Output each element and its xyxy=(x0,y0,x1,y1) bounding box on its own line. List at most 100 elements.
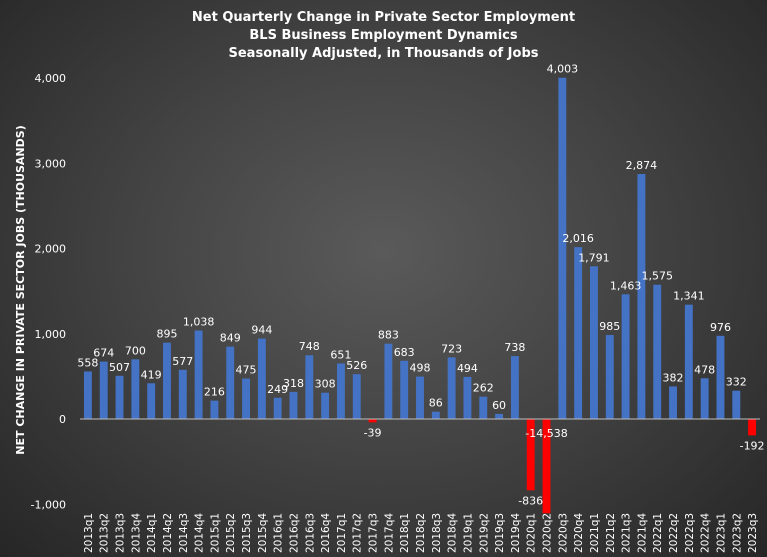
x-tick-label: 2016q1 xyxy=(273,513,285,553)
data-label-2022q1: 1,575 xyxy=(641,270,673,283)
x-tick-label: 2021q3 xyxy=(621,513,633,553)
x-tick-label: 2019q3 xyxy=(494,513,506,553)
x-tick-label: 2013q1 xyxy=(83,513,95,553)
bar-2014q3 xyxy=(178,369,187,419)
bar-2019q2 xyxy=(479,396,488,419)
x-tick-label: 2016q3 xyxy=(304,513,316,553)
x-tick-label: 2023q2 xyxy=(731,513,743,553)
bar-2018q2 xyxy=(416,376,424,419)
data-label-2020q2: -14,538 xyxy=(525,427,567,440)
x-tick-label: 2022q4 xyxy=(700,513,712,553)
data-label-2014q4: 1,038 xyxy=(183,316,215,329)
x-tick-label: 2019q1 xyxy=(462,513,474,553)
bar-2015q1 xyxy=(210,400,219,419)
data-label-2023q3: -192 xyxy=(740,439,765,452)
bar-2021q4 xyxy=(637,173,646,419)
x-tick-label: 2020q2 xyxy=(542,513,554,553)
bar-2017q3 xyxy=(368,419,377,423)
y-tick-label: 1,000 xyxy=(35,328,67,341)
data-label-2019q4: 738 xyxy=(504,341,525,354)
data-label-2017q4: 883 xyxy=(378,329,399,342)
bar-2013q4 xyxy=(131,359,140,419)
x-tick-label: 2013q3 xyxy=(115,513,127,553)
bar-2023q1 xyxy=(716,335,725,419)
data-label-2022q4: 478 xyxy=(694,363,715,376)
bar-2020q2 xyxy=(542,419,551,514)
x-tick-label: 2013q2 xyxy=(99,513,111,553)
x-tick-label: 2015q2 xyxy=(225,513,237,553)
bar-2017q4 xyxy=(384,343,393,419)
bar-2019q1 xyxy=(463,376,472,419)
bar-2016q1 xyxy=(273,397,282,419)
x-tick-label: 2016q2 xyxy=(288,513,300,553)
data-label-2021q1: 1,791 xyxy=(578,251,610,264)
bar-2017q1 xyxy=(336,363,345,419)
x-tick-label: 2017q4 xyxy=(383,513,395,553)
x-tick-label: 2023q1 xyxy=(715,513,727,553)
bar-2022q2 xyxy=(669,386,677,419)
data-label-2013q2: 674 xyxy=(93,347,114,360)
data-label-2014q3: 577 xyxy=(172,355,193,368)
bar-2017q2 xyxy=(352,374,361,419)
y-axis-label: NET CHANGE IN PRIVATE SECTOR JOBS (THOUS… xyxy=(14,125,27,454)
x-tick-label: 2016q4 xyxy=(320,513,332,553)
x-tick-label: 2018q1 xyxy=(399,513,411,553)
x-tick-label: 2023q3 xyxy=(747,513,759,553)
y-tick-label: 3,000 xyxy=(35,157,67,170)
data-label-2016q4: 308 xyxy=(315,378,336,391)
x-tick-label: 2014q4 xyxy=(194,513,206,553)
x-tick-label: 2014q2 xyxy=(162,513,174,553)
bar-2014q1 xyxy=(147,383,156,419)
bar-2014q2 xyxy=(163,342,171,419)
data-label-2016q1: 249 xyxy=(267,383,288,396)
chart-subtitle-2: Seasonally Adjusted, in Thousands of Job… xyxy=(228,46,539,61)
data-label-2018q2: 498 xyxy=(410,362,431,375)
bar-2022q1 xyxy=(653,284,662,419)
x-tick-label: 2015q3 xyxy=(241,513,253,553)
x-tick-label: 2019q4 xyxy=(510,513,522,553)
data-label-2015q4: 944 xyxy=(251,324,272,337)
y-tick-label: -1,000 xyxy=(31,498,66,511)
bar-2015q4 xyxy=(257,338,266,419)
x-tick-label: 2017q2 xyxy=(352,513,364,553)
x-tick-label: 2019q2 xyxy=(478,513,490,553)
data-label-2023q1: 976 xyxy=(710,321,731,334)
data-label-2016q3: 748 xyxy=(299,340,320,353)
bar-2022q4 xyxy=(700,378,709,419)
data-label-2022q3: 1,341 xyxy=(673,290,705,303)
x-tick-label: 2022q1 xyxy=(652,513,664,553)
x-tick-label: 2022q3 xyxy=(684,513,696,553)
x-tick-label: 2018q4 xyxy=(447,513,459,553)
x-tick-label: 2017q3 xyxy=(368,513,380,553)
bar-2021q2 xyxy=(605,335,614,419)
data-label-2021q4: 2,874 xyxy=(626,159,658,172)
bar-2016q2 xyxy=(289,391,298,419)
chart-subtitle-1: BLS Business Employment Dynamics xyxy=(249,28,518,43)
data-label-2017q1: 651 xyxy=(330,349,351,362)
data-label-2017q2: 526 xyxy=(346,359,367,372)
bar-2015q2 xyxy=(226,346,235,419)
x-tick-label: 2021q1 xyxy=(589,513,601,553)
data-label-2019q1: 494 xyxy=(457,362,478,375)
x-tick-label: 2017q1 xyxy=(336,513,348,553)
y-tick-label: 2,000 xyxy=(35,243,67,256)
data-label-2019q2: 262 xyxy=(473,382,494,395)
bar-2016q3 xyxy=(305,355,314,419)
x-tick-label: 2021q4 xyxy=(636,513,648,553)
bar-2014q4 xyxy=(194,330,203,419)
x-tick-label: 2022q2 xyxy=(668,513,680,553)
bar-2019q4 xyxy=(510,356,519,419)
bar-2013q2 xyxy=(99,361,108,419)
data-label-2021q2: 985 xyxy=(599,320,620,333)
data-label-2021q3: 1,463 xyxy=(610,279,642,292)
data-label-2013q4: 700 xyxy=(125,344,146,357)
bar-2016q4 xyxy=(321,392,330,419)
bars-group xyxy=(83,77,757,514)
data-label-2013q3: 507 xyxy=(109,361,130,374)
x-tick-label: 2015q4 xyxy=(257,513,269,553)
data-label-2018q4: 723 xyxy=(441,342,462,355)
data-label-2014q1: 419 xyxy=(141,368,162,381)
